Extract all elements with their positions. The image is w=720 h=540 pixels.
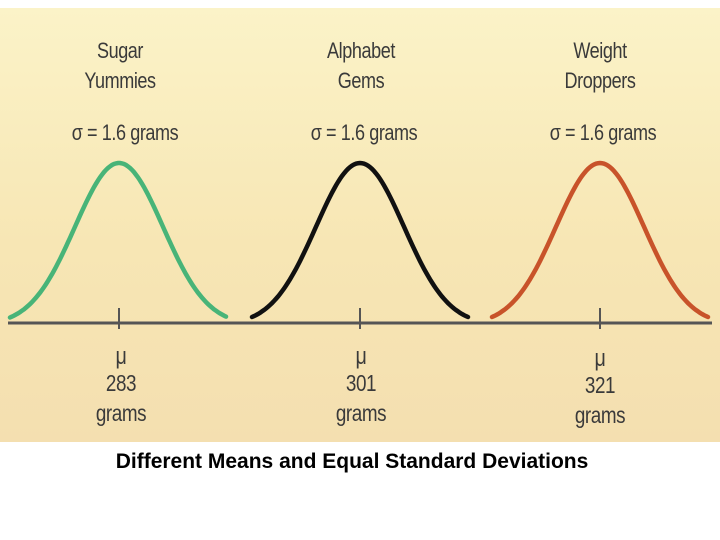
mu-symbol: μ <box>594 345 606 372</box>
curves-chart <box>7 160 712 329</box>
mean-unit: grams <box>335 400 387 426</box>
normal-curve-weight-droppers <box>489 160 711 320</box>
mean-unit: grams <box>95 400 147 426</box>
slide-caption: Different Means and Equal Standard Devia… <box>115 450 589 473</box>
distribution-figure: Sugar Yummies σ = 1.6 grams μ 283 grams … <box>0 8 720 442</box>
sigma-label-alphabet-gems: σ = 1.6 grams <box>310 120 418 145</box>
cereal-name-weight-droppers: Weight Droppers <box>564 38 636 93</box>
mean-value: 283 <box>105 370 137 396</box>
sigma-label-weight-droppers: σ = 1.6 grams <box>549 120 657 145</box>
mu-symbol: μ <box>355 343 367 370</box>
mean-value: 321 <box>584 372 616 398</box>
mean-label-alphabet-gems: μ 301 grams <box>335 343 387 428</box>
normal-curve-alphabet-gems <box>249 160 471 320</box>
sigma-label-sugar-yummies: σ = 1.6 grams <box>71 120 179 145</box>
mean-unit: grams <box>574 402 626 428</box>
cereal-name-sugar-yummies: Sugar Yummies <box>84 38 156 93</box>
mean-label-sugar-yummies: μ 283 grams <box>95 343 147 428</box>
mu-symbol: μ <box>115 343 127 370</box>
mean-label-weight-droppers: μ 321 grams <box>574 345 626 430</box>
cereal-name-alphabet-gems: Alphabet Gems <box>327 38 395 93</box>
mean-value: 301 <box>345 370 377 396</box>
normal-curve-sugar-yummies <box>7 160 229 320</box>
